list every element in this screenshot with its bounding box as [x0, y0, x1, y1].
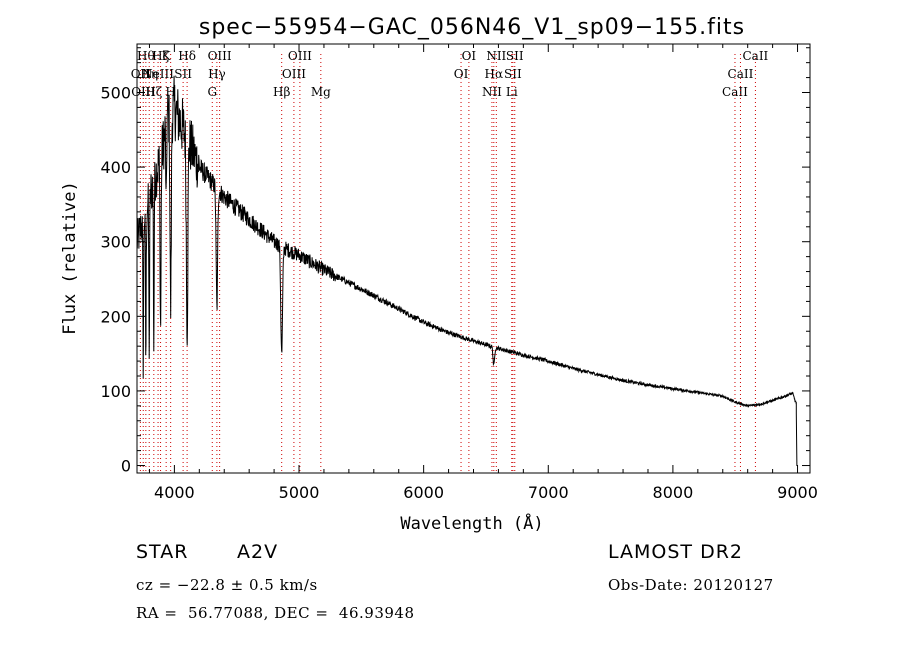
x-tick-label: 6000 — [403, 483, 444, 502]
spectrum-series — [136, 75, 798, 466]
spectrum-line — [136, 75, 798, 466]
line-marker-label: H — [165, 85, 175, 99]
redshift-cz: cz = −22.8 ± 0.5 km/s — [136, 576, 318, 594]
y-tick-label: 500 — [100, 83, 131, 102]
coordinates: RA = 56.77088, DEC = 46.93948 — [136, 604, 415, 622]
line-marker-label: Hγ — [208, 67, 226, 81]
line-marker-label: NeIII — [142, 67, 174, 81]
line-marker-label: OIII — [282, 67, 306, 81]
survey-name: LAMOST DR2 — [608, 541, 743, 563]
line-marker-label: SII — [504, 67, 522, 81]
line-marker-label: Li — [506, 85, 518, 99]
line-marker-label: CaII — [722, 85, 748, 99]
chart-title: spec−55954−GAC_056N46_V1_sp09−155.fits — [199, 15, 745, 40]
y-tick-label: 100 — [100, 382, 131, 401]
line-marker-label: OI — [462, 49, 477, 63]
y-tick-label: 0 — [121, 457, 131, 476]
x-tick-label: 4000 — [154, 483, 195, 502]
line-marker-label: Mg — [311, 85, 331, 99]
line-marker-label: Hθ — [137, 49, 155, 63]
x-tick-label: 9000 — [777, 483, 818, 502]
y-tick-label: 300 — [100, 233, 131, 252]
axes: 4000 5000 6000 7000 8000 9000 0 100 200 300 400 500 — [100, 43, 818, 502]
line-marker-label: OI — [454, 67, 469, 81]
line-marker-label: Hζ — [152, 49, 169, 63]
x-tick-label: 5000 — [279, 483, 320, 502]
y-axis-label: Flux (relative) — [60, 181, 80, 335]
observation-date: Obs-Date: 20120127 — [608, 576, 774, 594]
line-marker-label: CaII — [728, 67, 754, 81]
line-marker-label: SII — [174, 67, 192, 81]
line-marker-label: Hδ — [178, 49, 196, 63]
x-tick-label: 8000 — [653, 483, 694, 502]
spectral-subclass: A2V — [237, 541, 279, 563]
line-marker-label: Hβ — [273, 85, 290, 99]
object-type: STAR — [136, 541, 189, 563]
line-marker-label: Hα — [485, 67, 504, 81]
line-marker-label: NII — [486, 49, 506, 63]
x-axis-label: Wavelength (Å) — [400, 512, 543, 534]
line-marker-label: NII — [482, 85, 502, 99]
line-marker-label: K — [162, 49, 172, 63]
line-marker-label: SII — [506, 49, 524, 63]
line-marker-label: G — [207, 85, 217, 99]
x-tick-label: 7000 — [528, 483, 569, 502]
line-marker-label: OIII — [288, 49, 312, 63]
y-tick-label: 400 — [100, 158, 131, 177]
line-marker-label: CaII — [742, 49, 768, 63]
line-marker-label: Hζ — [145, 85, 162, 99]
y-tick-label: 200 — [100, 307, 131, 326]
line-marker-label: OIII — [208, 49, 232, 63]
